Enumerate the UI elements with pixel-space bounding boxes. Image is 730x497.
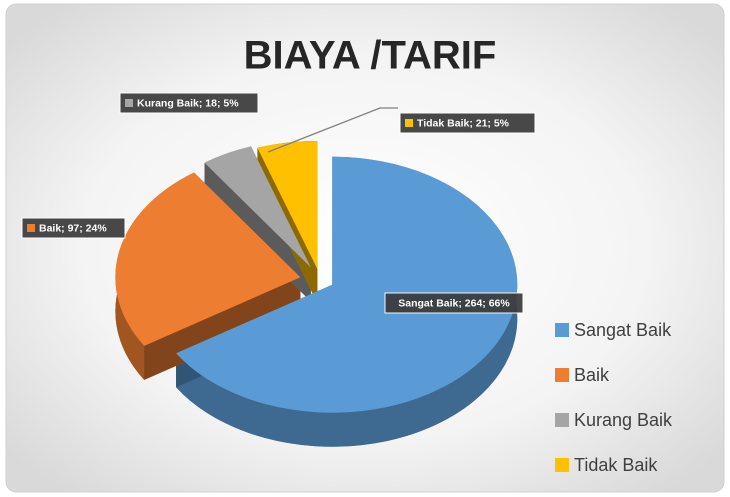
data-label-key	[125, 99, 133, 107]
legend-label: Sangat Baik	[574, 320, 672, 340]
legend-label: Tidak Baik	[574, 455, 658, 475]
data-label: Kurang Baik; 18; 5%	[137, 97, 239, 109]
leader-line	[267, 107, 398, 153]
data-label-key	[27, 224, 35, 232]
pie-slice	[176, 156, 518, 413]
pie-slice	[115, 172, 301, 346]
legend-key	[555, 413, 569, 427]
legend-label: Kurang Baik	[574, 410, 673, 430]
data-label: Tidak Baik; 21; 5%	[417, 117, 510, 129]
pie-slice	[204, 146, 311, 268]
chart-title: BIAYA /TARIF	[244, 34, 497, 78]
data-label: Baik; 97; 24%	[39, 222, 107, 234]
data-label-box	[119, 92, 259, 114]
data-label-key	[405, 119, 413, 127]
legend-key	[555, 323, 569, 337]
data-label-box	[399, 112, 536, 134]
data-label: Sangat Baik; 264; 66%	[398, 297, 510, 309]
data-label-box	[21, 217, 126, 239]
legend-label: Baik	[574, 365, 610, 385]
legend-key	[555, 368, 569, 382]
pie-slice	[257, 140, 318, 269]
data-label-box	[384, 292, 524, 314]
legend-key	[555, 458, 569, 472]
